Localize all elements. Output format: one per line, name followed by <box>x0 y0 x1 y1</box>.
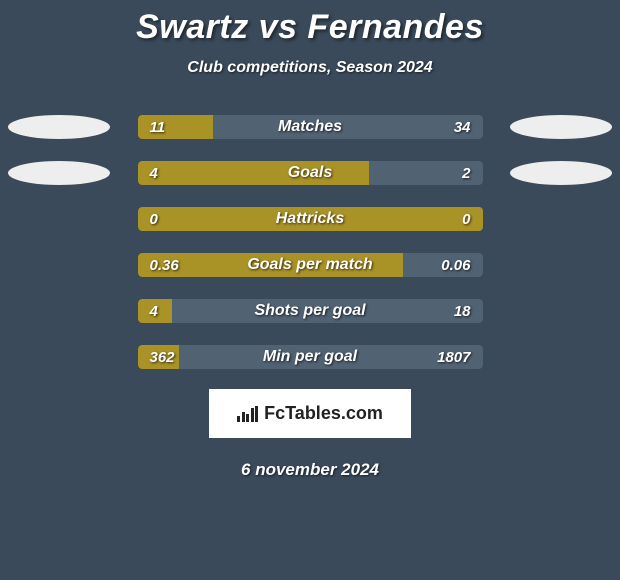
bar-segment-left <box>138 115 214 139</box>
page-subtitle: Club competitions, Season 2024 <box>187 59 432 77</box>
stat-row: 1134Matches <box>0 115 620 139</box>
bar-segment-left <box>138 161 369 185</box>
stat-bar: 00Hattricks <box>138 207 483 231</box>
stat-row: 42Goals <box>0 161 620 185</box>
bar-segment-right <box>213 115 482 139</box>
bar-segment-right <box>403 253 482 277</box>
stat-bar: 42Goals <box>138 161 483 185</box>
bar-segment-right <box>369 161 483 185</box>
bar-segment-left <box>138 345 179 369</box>
barchart-icon <box>237 406 258 422</box>
page-title: Swartz vs Fernandes <box>136 8 484 47</box>
stat-bar: 418Shots per goal <box>138 299 483 323</box>
player-oval-left <box>8 115 110 139</box>
bar-segment-left <box>138 299 173 323</box>
stat-row: 3621807Min per goal <box>0 345 620 369</box>
logo-box: FcTables.com <box>209 389 411 438</box>
bar-segment-left <box>138 207 483 231</box>
bar-segment-left <box>138 253 404 277</box>
player-oval-right <box>510 115 612 139</box>
stat-bar: 3621807Min per goal <box>138 345 483 369</box>
bar-segment-right <box>179 345 483 369</box>
stat-row: 00Hattricks <box>0 207 620 231</box>
logo-text: FcTables.com <box>264 403 383 424</box>
stat-row: 0.360.06Goals per match <box>0 253 620 277</box>
comparison-infographic: Swartz vs Fernandes Club competitions, S… <box>0 0 620 580</box>
player-oval-right <box>510 161 612 185</box>
player-oval-left <box>8 161 110 185</box>
bar-segment-right <box>172 299 483 323</box>
stat-rows: 1134Matches 42Goals 00Hattricks 0.360.06Goa… <box>0 115 620 369</box>
stat-bar: 0.360.06Goals per match <box>138 253 483 277</box>
stat-bar: 1134Matches <box>138 115 483 139</box>
footer-date: 6 november 2024 <box>241 460 379 480</box>
stat-row: 418Shots per goal <box>0 299 620 323</box>
